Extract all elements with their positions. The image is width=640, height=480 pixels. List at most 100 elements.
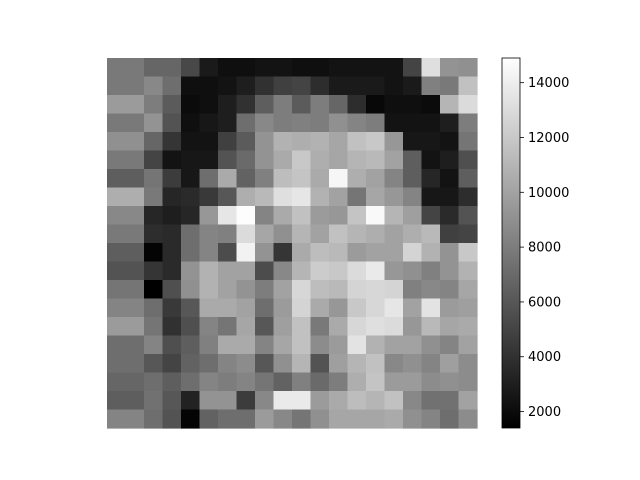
heatmap-cell: [347, 409, 367, 429]
heatmap-cell: [144, 409, 164, 429]
heatmap-cell: [107, 317, 127, 337]
heatmap-cell: [329, 132, 349, 152]
heatmap-cell: [236, 187, 256, 207]
heatmap-cell: [440, 206, 460, 226]
heatmap-cell: [144, 261, 164, 281]
heatmap-cell: [384, 206, 404, 226]
heatmap-cell: [236, 391, 256, 411]
heatmap-cell: [458, 169, 478, 189]
heatmap-cell: [181, 372, 201, 392]
heatmap-cell: [255, 224, 275, 244]
heatmap-cell: [329, 243, 349, 263]
heatmap-cell: [458, 409, 478, 429]
heatmap-cell: [310, 391, 330, 411]
heatmap-cell: [403, 261, 423, 281]
heatmap-cell: [144, 298, 164, 318]
heatmap-cell: [107, 76, 127, 96]
heatmap-cell: [181, 298, 201, 318]
heatmap-cell: [329, 409, 349, 429]
heatmap-cell: [366, 335, 386, 355]
heatmap-cell: [162, 372, 182, 392]
heatmap-cell: [107, 132, 127, 152]
heatmap-cell: [292, 243, 312, 263]
heatmap-cell: [440, 58, 460, 78]
heatmap-cell: [181, 224, 201, 244]
heatmap-cell: [255, 113, 275, 133]
heatmap-cell: [403, 298, 423, 318]
heatmap-cell: [107, 243, 127, 263]
heatmap-cell: [181, 132, 201, 152]
heatmap-cell: [421, 76, 441, 96]
heatmap-cell: [255, 95, 275, 115]
heatmap-cell: [144, 224, 164, 244]
heatmap-cell: [255, 76, 275, 96]
heatmap-cell: [273, 317, 293, 337]
heatmap-cell: [292, 280, 312, 300]
heatmap-cell: [162, 95, 182, 115]
heatmap-cell: [458, 280, 478, 300]
heatmap-cell: [440, 372, 460, 392]
heatmap-cell: [440, 187, 460, 207]
heatmap-cell: [458, 243, 478, 263]
heatmap-cell: [162, 224, 182, 244]
heatmap-cell: [310, 169, 330, 189]
heatmap-cell: [199, 187, 219, 207]
heatmap-cell: [421, 95, 441, 115]
heatmap-cell: [218, 58, 238, 78]
heatmap-cell: [236, 261, 256, 281]
heatmap-cell: [458, 113, 478, 133]
heatmap-cell: [440, 409, 460, 429]
heatmap-cell: [366, 150, 386, 170]
heatmap-cell: [199, 261, 219, 281]
heatmap-cell: [440, 354, 460, 374]
heatmap-cell: [366, 224, 386, 244]
heatmap-cell: [310, 95, 330, 115]
heatmap-cell: [329, 187, 349, 207]
heatmap-cell: [255, 243, 275, 263]
heatmap-cell: [421, 298, 441, 318]
heatmap-cell: [162, 354, 182, 374]
colorbar-tick-label: 6000: [528, 295, 561, 310]
heatmap-cell: [107, 298, 127, 318]
heatmap-cell: [366, 372, 386, 392]
heatmap-cell: [236, 409, 256, 429]
heatmap-cell: [458, 298, 478, 318]
heatmap-cell: [347, 298, 367, 318]
heatmap-cell: [384, 409, 404, 429]
heatmap-cells: [107, 58, 478, 429]
heatmap-cell: [384, 243, 404, 263]
heatmap-cell: [310, 150, 330, 170]
heatmap-cell: [107, 335, 127, 355]
heatmap-cell: [384, 298, 404, 318]
heatmap-cell: [403, 224, 423, 244]
heatmap-cell: [162, 298, 182, 318]
heatmap-cell: [273, 391, 293, 411]
heatmap-cell: [347, 95, 367, 115]
heatmap-cell: [125, 335, 145, 355]
heatmap-cell: [181, 58, 201, 78]
heatmap-cell: [125, 187, 145, 207]
heatmap-cell: [384, 58, 404, 78]
heatmap-cell: [199, 150, 219, 170]
heatmap-cell: [236, 169, 256, 189]
heatmap-cell: [144, 150, 164, 170]
colorbar-tick-label: 12000: [528, 131, 569, 146]
heatmap-cell: [107, 261, 127, 281]
heatmap-cell: [329, 206, 349, 226]
heatmap-cell: [292, 354, 312, 374]
heatmap-cell: [218, 113, 238, 133]
heatmap-cell: [458, 58, 478, 78]
heatmap-cell: [403, 280, 423, 300]
heatmap-cell: [218, 298, 238, 318]
heatmap-cell: [144, 95, 164, 115]
heatmap-cell: [292, 95, 312, 115]
heatmap-cell: [162, 335, 182, 355]
heatmap-cell: [366, 132, 386, 152]
heatmap-cell: [310, 335, 330, 355]
heatmap-cell: [440, 169, 460, 189]
heatmap-cell: [292, 58, 312, 78]
heatmap-cell: [144, 391, 164, 411]
heatmap-cell: [125, 261, 145, 281]
heatmap-cell: [440, 243, 460, 263]
